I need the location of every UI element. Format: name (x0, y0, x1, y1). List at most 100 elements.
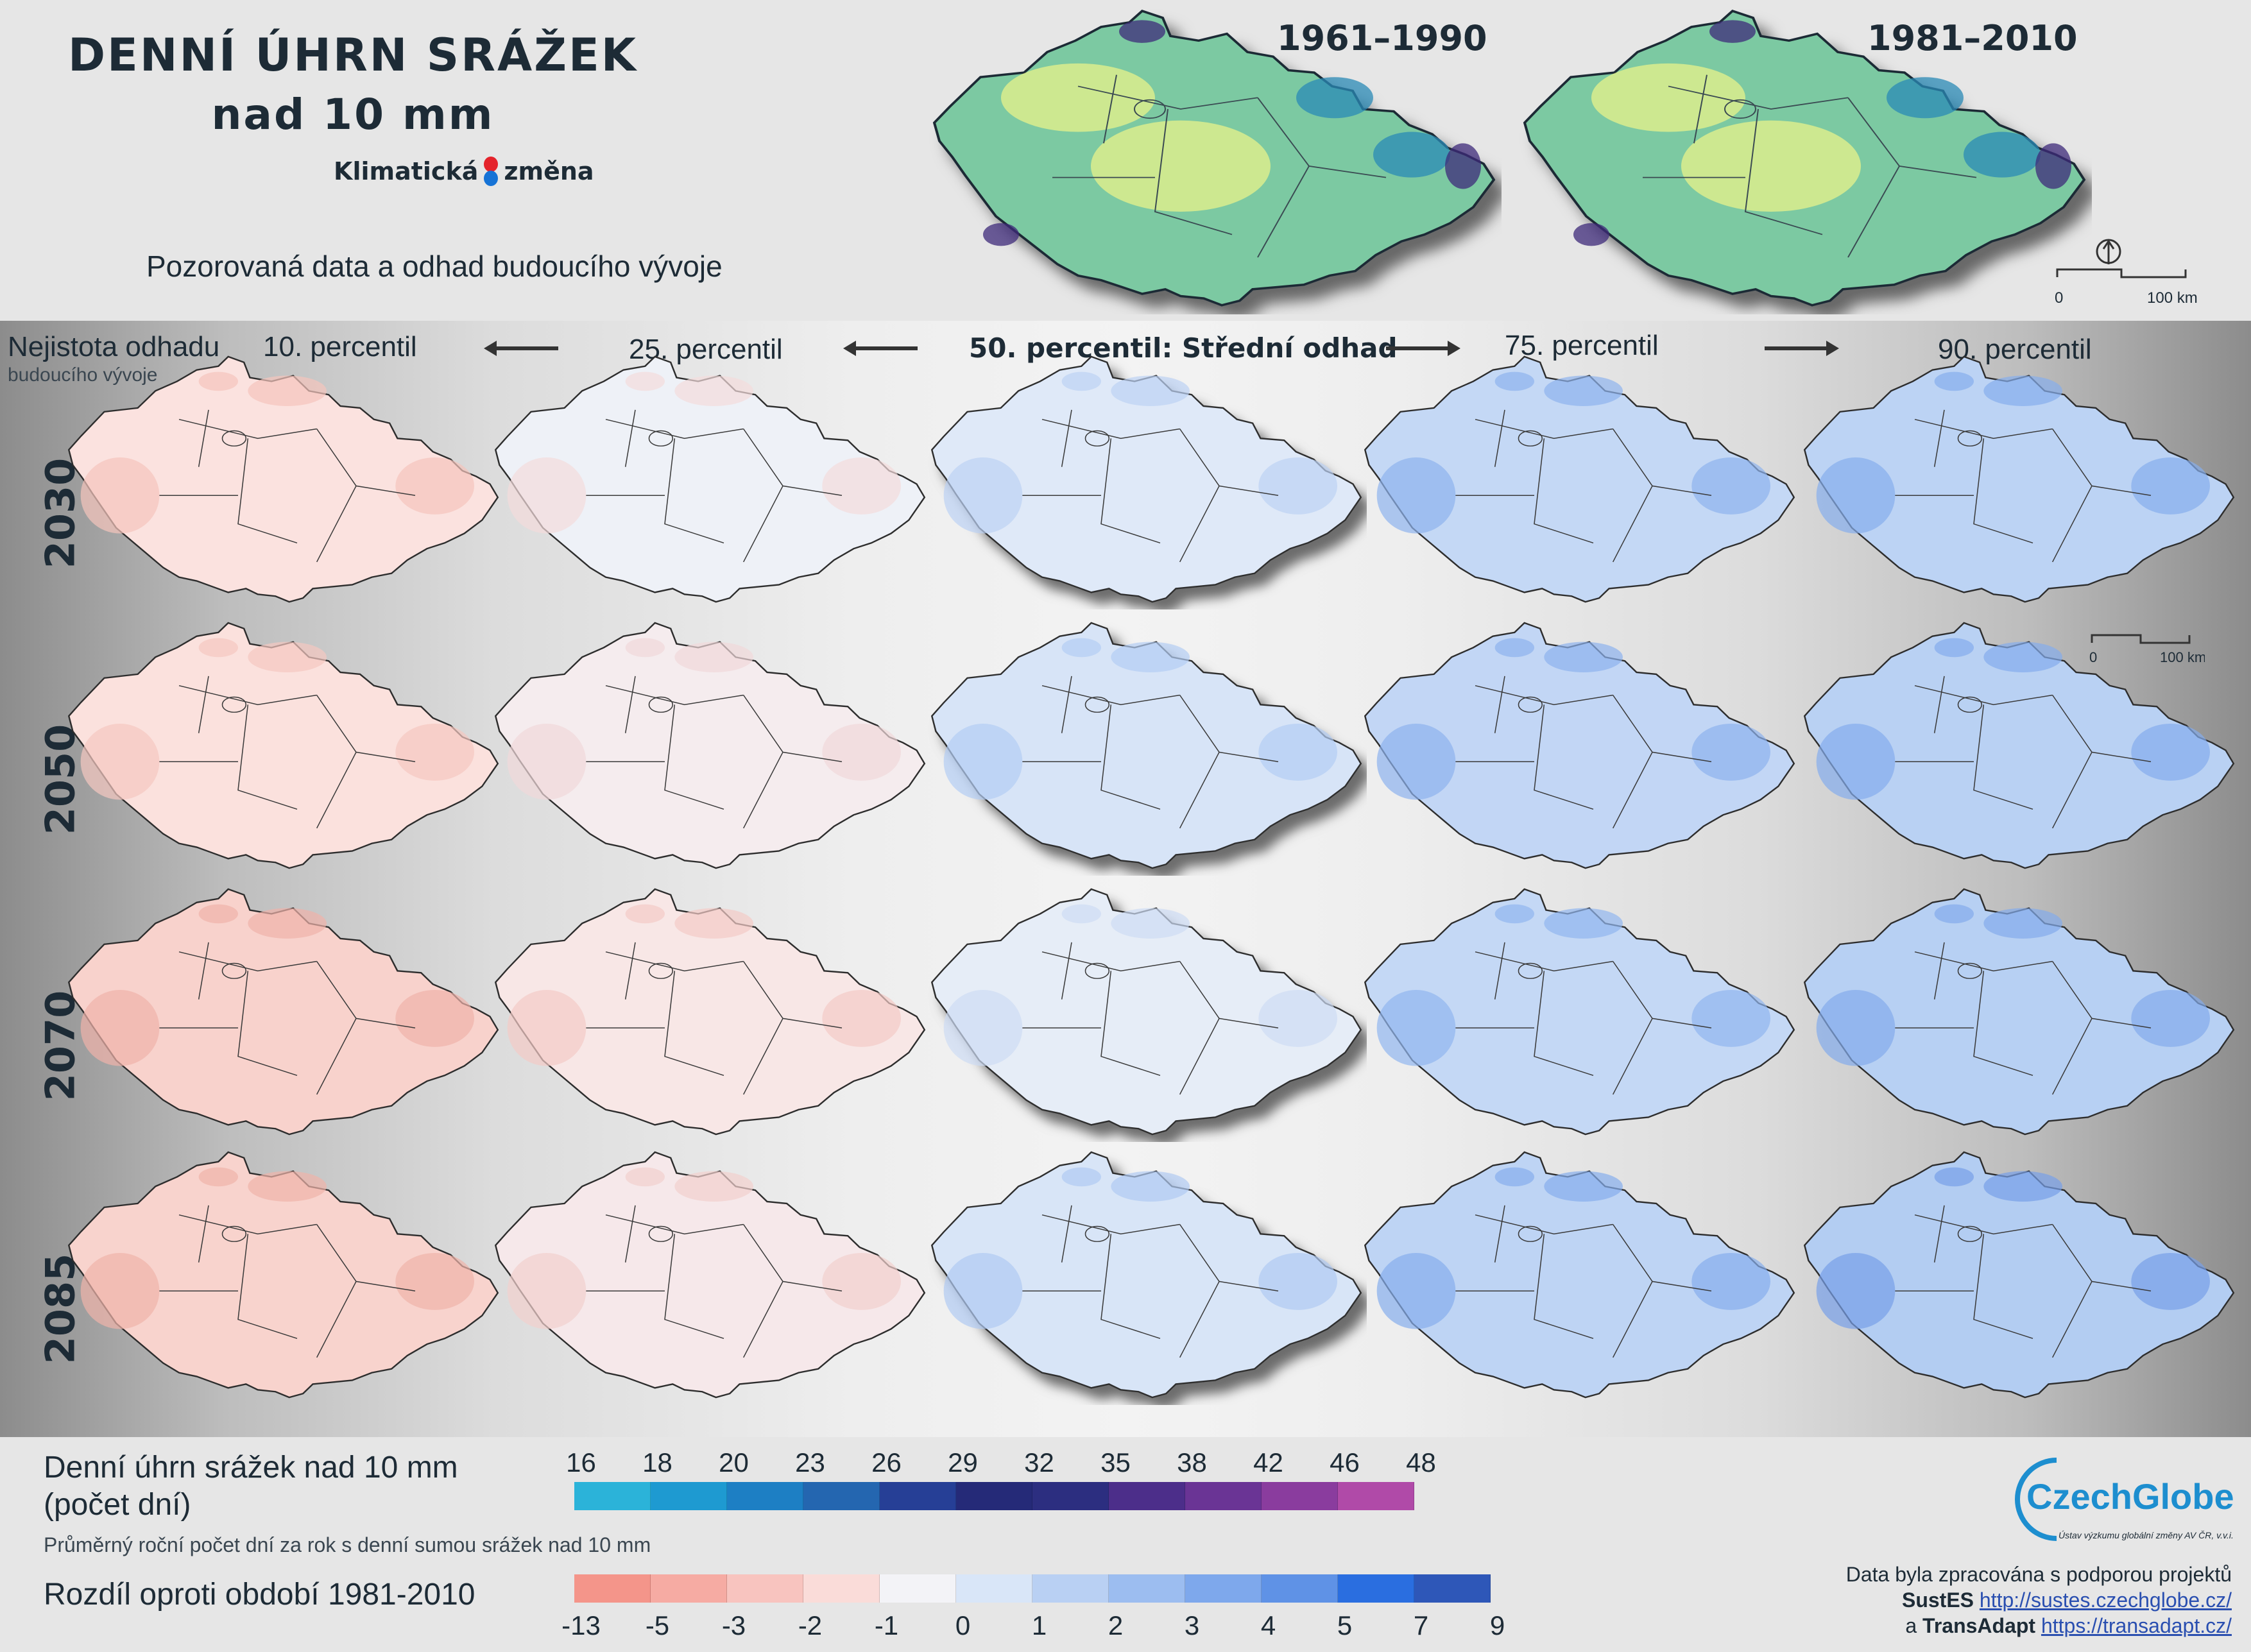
map-accent (1376, 989, 1456, 1066)
map-2050-p4 (1804, 622, 2235, 869)
region-borders (586, 1205, 843, 1358)
map-accent (1494, 638, 1534, 658)
region-borders (586, 942, 843, 1095)
region-borders (586, 676, 843, 829)
map-accent (625, 1167, 665, 1187)
precip-swatch (1109, 1482, 1185, 1510)
region-borders (1022, 409, 1279, 563)
map-accent (1296, 77, 1373, 119)
diff-swatch (574, 1574, 651, 1603)
scale-max: 100 km (2160, 649, 2205, 665)
precip-tick: 23 (795, 1447, 825, 1477)
map-accent (625, 371, 665, 391)
project1-link[interactable]: http://sustes.czechglobe.cz/ (1979, 1588, 2232, 1612)
diff-tick: 2 (1108, 1610, 1124, 1640)
and-text: a (1905, 1614, 1917, 1637)
map-accent (1111, 1171, 1190, 1202)
map-2030-p0 (68, 355, 499, 603)
map-2050-p1 (495, 622, 926, 869)
map-2070-p1 (495, 888, 926, 1136)
map-accent (674, 1171, 753, 1202)
diff-tick: 7 (1413, 1610, 1429, 1640)
precip-tick: 29 (948, 1447, 978, 1477)
prague-border (221, 962, 247, 979)
map-accent (1373, 132, 1450, 178)
diff-tick: -3 (721, 1610, 746, 1640)
map-accent (1091, 120, 1271, 212)
map-accent (395, 1252, 474, 1310)
map-accent (1061, 904, 1101, 924)
map-accent (1061, 371, 1101, 391)
region-borders (1895, 676, 2152, 829)
map-accent (80, 989, 160, 1066)
map-2050-p3 (1364, 622, 1795, 869)
map-accent (1111, 642, 1190, 672)
precip-ticks: 16 18 20 23 26 29 32 35 38 42 46 48 (543, 1447, 1459, 1478)
logo-subtitle: Ústav výzkumu globální změny AV ČR, v.v.… (2058, 1530, 2234, 1540)
north-arrow-and-scalebar: 0 100 km (2055, 239, 2198, 307)
precip-swatch (956, 1482, 1032, 1510)
map-accent (1934, 1167, 1974, 1187)
map-accent (1494, 904, 1534, 924)
brand-right-text: změna (504, 157, 594, 185)
diff-swatch (1338, 1574, 1414, 1603)
diff-tick: 1 (1031, 1610, 1047, 1640)
diff-swatch (1109, 1574, 1185, 1603)
diff-tick: 4 (1260, 1610, 1276, 1640)
project2-link[interactable]: https://transadapt.cz/ (2041, 1614, 2232, 1637)
prague-border (1084, 962, 1110, 979)
diff-tick: -2 (798, 1610, 823, 1640)
diff-ticks: -13 -5 -3 -2 -1 0 1 2 3 4 5 7 9 (543, 1610, 1536, 1641)
prague-border (1084, 696, 1110, 713)
diff-swatch (1032, 1574, 1109, 1603)
precip-swatch (1185, 1482, 1262, 1510)
region-borders (1895, 409, 2152, 563)
map-accent (822, 723, 901, 781)
map-accent (248, 1171, 327, 1202)
scalebar: 0 100 km (2089, 634, 2205, 665)
precip-tick: 38 (1177, 1447, 1207, 1477)
brand-left-text: Klimatická (334, 157, 479, 185)
map-2070-p4 (1804, 888, 2235, 1136)
diff-swatch (651, 1574, 727, 1603)
credits-project2: a TransAdapt https://transadapt.cz/ (1905, 1614, 2232, 1638)
map-2030-p1 (495, 355, 926, 603)
map-accent (2131, 723, 2210, 781)
map-accent (1816, 723, 1896, 800)
map-accent (1544, 908, 1623, 939)
diff-swatch (803, 1574, 880, 1603)
prague-border (221, 696, 247, 713)
period-label-1961-1990: 1961–1990 (1277, 18, 1487, 58)
precip-swatch (1338, 1482, 1414, 1510)
map-accent (507, 723, 586, 800)
map-accent (943, 989, 1023, 1066)
map-2050-p2 (931, 622, 1362, 869)
map-accent (1691, 989, 1770, 1047)
arrow-right-icon (1386, 341, 1460, 356)
map-accent (1816, 1252, 1896, 1329)
map-accent (1934, 638, 1974, 658)
map-accent (2035, 143, 2071, 189)
diff-swatch (880, 1574, 956, 1603)
map-2085-p3 (1364, 1151, 1795, 1399)
diff-tick: -5 (645, 1610, 670, 1640)
logo-name: CzechGlobe (2026, 1476, 2234, 1517)
map-2085-p4 (1804, 1151, 2235, 1399)
region-borders (1022, 676, 1279, 829)
map-accent (1494, 371, 1534, 391)
map-accent (2131, 457, 2210, 515)
map-accent (1573, 223, 1609, 246)
project1-name: SustES (1901, 1588, 1974, 1612)
map-2050-p0 (68, 622, 499, 869)
region-borders (159, 676, 416, 829)
precip-legend-note: Průměrný roční počet dní za rok s denní … (44, 1533, 651, 1556)
map-accent (822, 1252, 901, 1310)
credits-line: Data byla zpracována s podporou projektů (1845, 1563, 2232, 1586)
precip-swatch (651, 1482, 727, 1510)
map-accent (395, 457, 474, 515)
region-borders (1022, 942, 1279, 1095)
credits-project1: SustES http://sustes.czechglobe.cz/ (1902, 1588, 2232, 1612)
map-accent (1544, 1171, 1623, 1202)
prague-border (648, 696, 674, 713)
diff-tick: 9 (1489, 1610, 1505, 1640)
